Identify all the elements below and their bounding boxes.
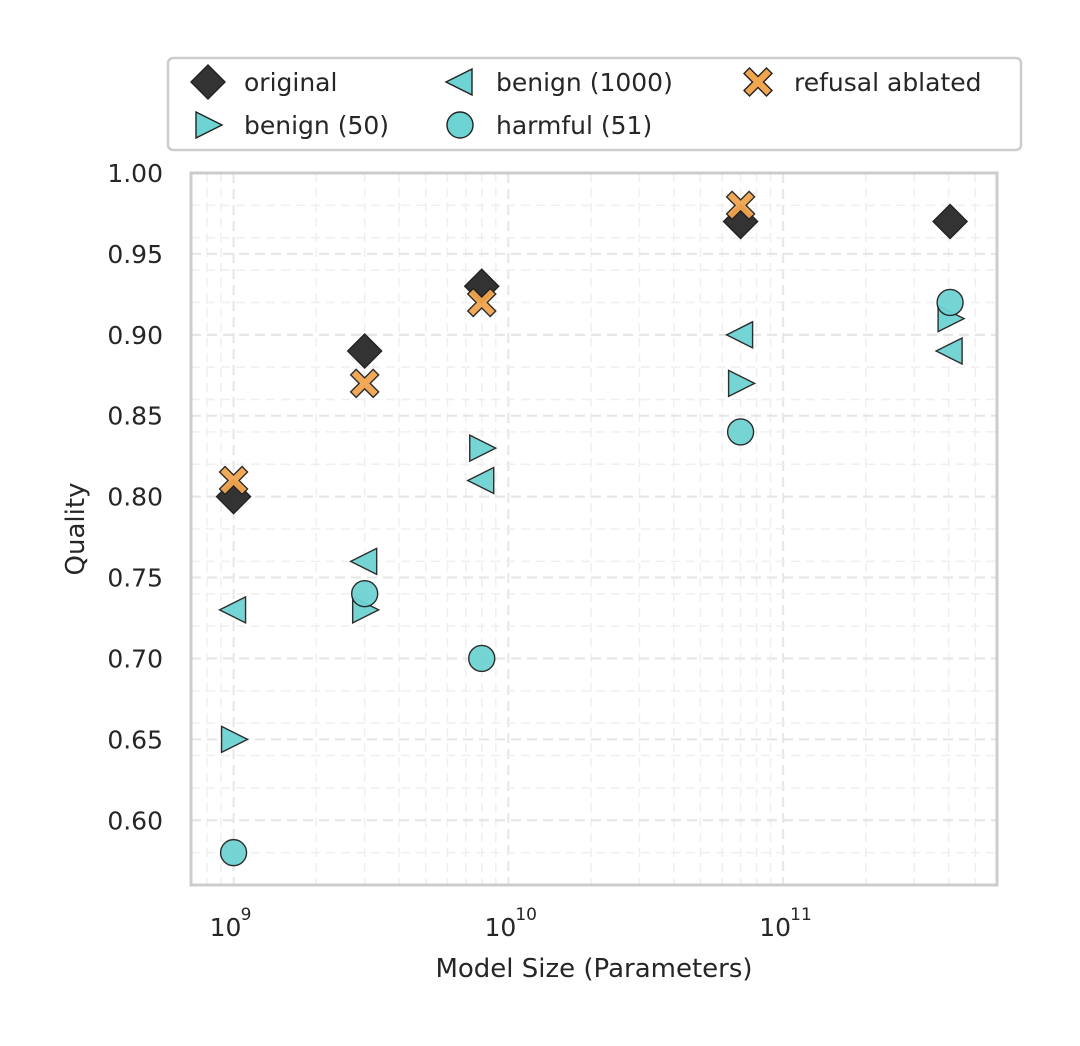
data-point — [346, 333, 383, 369]
legend-label: refusal ablated — [794, 68, 982, 97]
x-tick-label: 10 — [484, 913, 516, 942]
plot-frame — [189, 171, 999, 887]
x-tick-label: 10 — [210, 913, 242, 942]
data-point — [726, 418, 755, 446]
series-harmful-51 — [219, 288, 964, 867]
x-tick-exponent: 11 — [790, 905, 812, 925]
legend-label: original — [244, 68, 337, 97]
y-tick-label: 0.65 — [107, 725, 163, 754]
y-tick-label: 0.90 — [107, 321, 163, 350]
legend-entry: refusal ablated — [743, 67, 982, 97]
legend-label: benign (1000) — [496, 68, 673, 97]
legend-entry: harmful (51) — [446, 111, 652, 140]
data-point — [349, 368, 380, 399]
legend-frame — [166, 56, 1023, 152]
series-refusal-ablated — [218, 190, 756, 496]
x-tick-label: 10 — [759, 913, 791, 942]
legend-label: benign (50) — [244, 111, 389, 140]
y-tick-label: 0.85 — [107, 402, 163, 431]
legend-label: harmful (51) — [496, 111, 652, 140]
legend: original benign (50) benign (1000) harmful … — [166, 56, 1023, 152]
legend-marker — [190, 64, 226, 100]
data-point — [932, 203, 969, 240]
data-point — [466, 466, 495, 495]
legend-marker — [195, 110, 224, 140]
data-point — [934, 336, 963, 366]
x-axis-label: Model Size (Parameters) — [435, 954, 752, 984]
legend-marker — [444, 67, 473, 97]
y-tick-label: 0.60 — [107, 806, 163, 835]
y-tick-label: 0.70 — [107, 644, 163, 673]
data-point — [936, 288, 964, 317]
y-tick-label: 0.75 — [107, 564, 163, 593]
legend-marker — [743, 67, 773, 97]
data-point — [468, 644, 496, 673]
series-benign-1000 — [218, 320, 963, 625]
data-point — [727, 369, 757, 398]
legend-entry: benign (50) — [195, 110, 389, 140]
data-point — [350, 580, 379, 608]
y-tick-label: 0.80 — [107, 483, 163, 512]
data-point — [220, 725, 250, 754]
data-point — [349, 547, 378, 576]
legend-entry: original — [190, 64, 337, 100]
legend-marker — [446, 111, 474, 139]
data-point — [219, 838, 248, 867]
x-tick-exponent: 9 — [241, 905, 252, 925]
data-point — [725, 190, 756, 221]
y-tick-label: 1.00 — [107, 159, 163, 188]
data-point — [725, 320, 754, 349]
data-point — [218, 595, 247, 625]
legend-entry: benign (1000) — [444, 67, 673, 97]
x-tick-exponent: 10 — [515, 905, 537, 925]
points-layer — [215, 190, 969, 867]
legend-items: original benign (50) benign (1000) harmful … — [190, 64, 982, 140]
grid-layer — [190, 172, 998, 886]
y-tick-label: 0.95 — [107, 240, 163, 269]
data-point — [469, 433, 498, 463]
data-point — [218, 465, 249, 496]
y-axis-label: Quality — [61, 483, 91, 576]
data-point — [466, 287, 497, 318]
